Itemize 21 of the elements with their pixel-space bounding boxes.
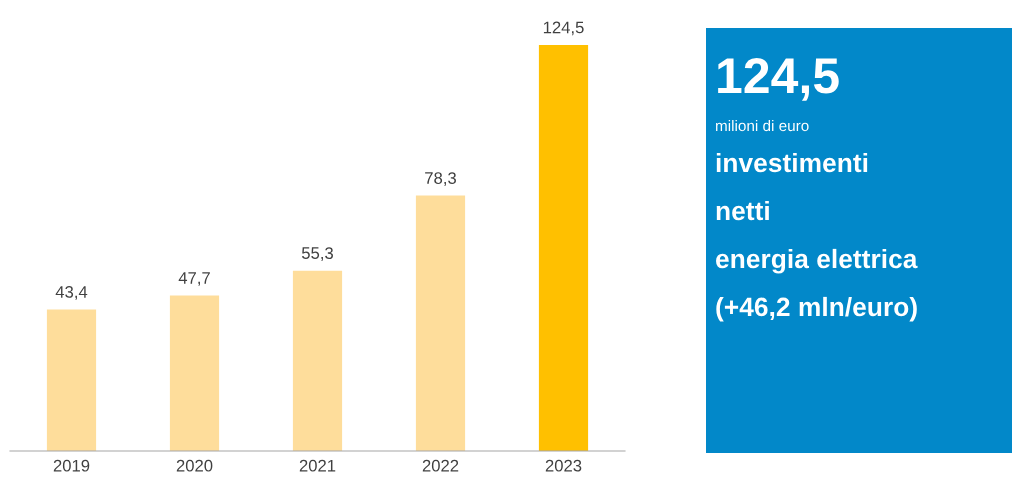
bar (415, 195, 466, 451)
data-label: 43,4 (55, 286, 88, 300)
x-tick-label: 2020 (176, 459, 213, 472)
text: 124,5 (718, 58, 839, 101)
text: milioni di euro (716, 119, 809, 132)
bar (46, 309, 97, 451)
bar (169, 295, 220, 451)
text: netti (716, 200, 769, 221)
text: investimenti (716, 152, 868, 173)
data-label: 47,7 (178, 272, 210, 286)
x-tick-label: 2021 (299, 459, 336, 472)
bar (538, 44, 589, 451)
data-label: 78,3 (425, 172, 456, 186)
x-tick-label: 2023 (545, 459, 582, 472)
text: energia elettrica (716, 248, 918, 274)
x-tick-label: 2022 (422, 459, 459, 472)
data-label: 124,5 (543, 21, 584, 36)
data-label: 55,3 (301, 247, 333, 261)
bar (292, 270, 343, 451)
text: (+46,2 mln/euro) (716, 296, 917, 322)
x-tick-label: 2019 (53, 459, 90, 472)
